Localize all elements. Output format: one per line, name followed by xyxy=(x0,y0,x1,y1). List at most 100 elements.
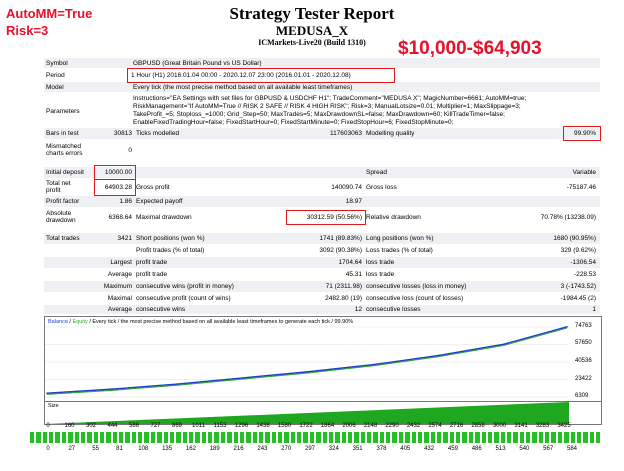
spread-label: Spread xyxy=(366,169,387,176)
tape-segment xyxy=(424,432,429,443)
net-profit-value: 64903.28 xyxy=(104,184,132,191)
x-tick-label: 3283 xyxy=(535,423,550,429)
report-title: Strategy Tester Report xyxy=(229,4,395,23)
profit-trades-label: Profit trades (% of total) xyxy=(136,247,205,254)
tape-segment xyxy=(80,432,86,443)
spread-value: Variable xyxy=(572,169,596,176)
x-tick-label-secondary: 0 xyxy=(46,446,50,452)
tape-segment xyxy=(417,432,423,443)
x-tick-label-secondary: 584 xyxy=(566,446,578,452)
tape-segment xyxy=(157,432,162,443)
tape-segment xyxy=(430,432,435,443)
tape-segment xyxy=(557,432,563,443)
x-tick-label: 302 xyxy=(85,423,97,429)
row-shade xyxy=(44,82,600,92)
x-tick-label-secondary: 540 xyxy=(519,446,530,452)
tape-segment xyxy=(188,432,194,443)
x-tick-label-secondary: 216 xyxy=(233,446,244,452)
tape-segment xyxy=(201,432,207,443)
x-tick-label-secondary: 432 xyxy=(424,446,435,452)
tape-segment xyxy=(176,432,181,443)
tape-segment xyxy=(233,432,238,443)
x-tick-label-secondary: 378 xyxy=(376,446,387,452)
server-build: ICMarkets-Live20 (Build 1310) xyxy=(258,38,366,47)
tape-segment xyxy=(354,432,359,443)
balance-point xyxy=(503,343,505,345)
legend-equity: Equity xyxy=(72,319,88,325)
chart-legend: Balance / Equity / Every tick / the most… xyxy=(48,319,354,325)
largest-profit-label: profit trade xyxy=(136,259,168,266)
legend-rest: / Every tick / the most precise method b… xyxy=(89,319,354,325)
tape-segment xyxy=(506,432,512,443)
balance-point xyxy=(307,370,309,373)
tape-segment xyxy=(297,432,302,443)
automm-annotation: AutoMM=True xyxy=(6,6,93,21)
tape-segment xyxy=(239,432,245,443)
expected-payoff-value: 18.97 xyxy=(345,198,362,205)
tape-segment xyxy=(112,432,118,443)
model-value: Every tick (the most precise method base… xyxy=(133,84,353,91)
x-tick-label-secondary: 81 xyxy=(116,446,123,452)
x-tick-label-secondary: 243 xyxy=(257,446,268,452)
profit-factor-value: 1.86 xyxy=(119,198,132,205)
y-tick-label: 74763 xyxy=(575,323,592,329)
quality-highlight xyxy=(563,126,601,141)
profit-factor-label: Profit factor xyxy=(46,198,80,205)
x-tick-label: 1153 xyxy=(213,423,227,429)
tape-segment xyxy=(214,432,219,443)
tape-segment xyxy=(500,432,505,443)
x-tick-label: 1864 xyxy=(320,423,335,429)
tape-segment xyxy=(93,432,98,443)
x-tick-label-secondary: 297 xyxy=(304,446,316,452)
consecutive-loss-label: consecutive loss (count of losses) xyxy=(366,295,464,302)
tape-segment xyxy=(195,432,200,443)
range-annotation: $10,000-$64,903 xyxy=(398,38,542,59)
tape-segment xyxy=(379,432,385,443)
consecutive-profit-value: 2482.80 (19) xyxy=(325,295,362,302)
mismatched-label: Mismatched charts errors xyxy=(46,143,83,157)
mismatched-value: 0 xyxy=(128,147,132,154)
tape-segment xyxy=(595,432,601,443)
tape-segment xyxy=(335,432,340,443)
average-profit-value: 45.31 xyxy=(345,271,362,278)
balance-chart: Balance / Equity / Every tick / the most… xyxy=(44,316,602,402)
maximal-drawdown-value: 30312.59 (50.56%) xyxy=(306,214,362,221)
tape-segment xyxy=(341,432,346,443)
quality-label: Modelling quality xyxy=(366,130,415,137)
x-tick-label: 2858 xyxy=(471,423,485,429)
short-positions-value: 1741 (89.83%) xyxy=(319,235,362,242)
average-profit-label: profit trade xyxy=(136,271,168,278)
tape-segment xyxy=(169,432,175,443)
largest-loss-label: loss trade xyxy=(366,259,395,266)
consecutive-loss-value: -1984.45 (2) xyxy=(560,295,596,302)
tape-segment xyxy=(208,432,213,443)
tape-segment xyxy=(150,432,156,443)
net-profit-highlight xyxy=(94,179,136,196)
long-positions-label: Long positions (won %) xyxy=(366,235,434,242)
tape-segment xyxy=(564,432,569,443)
parameters-label: Parameters xyxy=(46,108,80,115)
tape-segment xyxy=(36,432,41,443)
consecutive-wins-value: 71 (2311.98) xyxy=(325,283,362,290)
tape-segment xyxy=(481,432,486,443)
balance-point xyxy=(372,363,375,366)
tape-segment xyxy=(513,432,518,443)
balance-point xyxy=(111,388,114,390)
x-tick-label: 869 xyxy=(171,423,183,429)
tape-segment xyxy=(475,432,480,443)
tape-segment xyxy=(138,432,143,443)
tape-segment xyxy=(278,432,283,443)
loss-trades-value: 329 (9.62%) xyxy=(560,247,596,254)
balance-line xyxy=(46,326,568,394)
tape-segment xyxy=(182,432,187,443)
avg-consecutive-wins-value: 12 xyxy=(354,306,362,313)
tape-segment xyxy=(551,432,556,443)
x-tick-label: 2716 xyxy=(449,423,464,429)
long-positions-value: 1680 (90.95%) xyxy=(553,235,596,242)
gross-loss-value: -75187.46 xyxy=(566,184,596,191)
x-tick-label: 2148 xyxy=(363,423,378,429)
maximal-drawdown-highlight xyxy=(286,210,366,225)
tape-segment xyxy=(405,432,410,443)
y-tick-label: 40536 xyxy=(575,358,592,364)
x-tick-label-secondary: 27 xyxy=(68,446,76,452)
